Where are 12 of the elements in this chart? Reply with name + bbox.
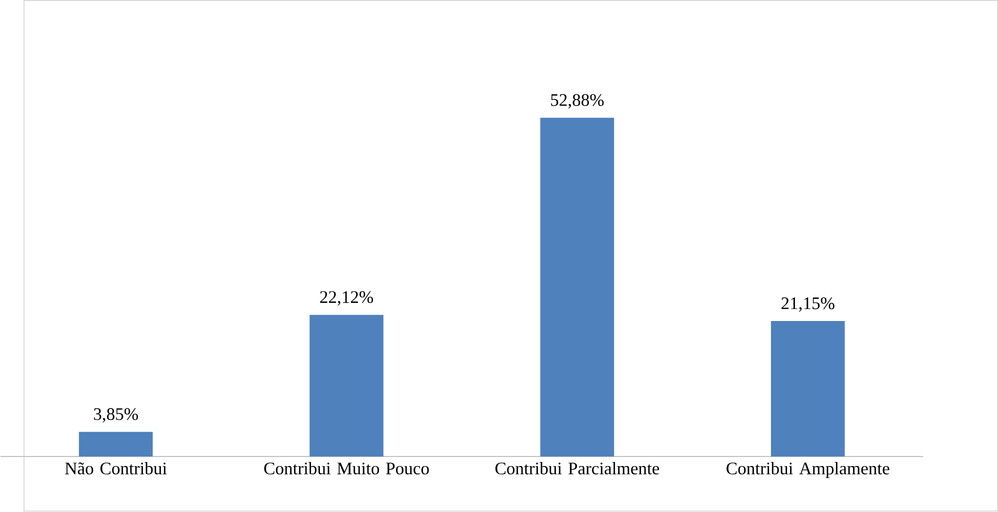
- x-tick-label: Não Contribui: [65, 462, 167, 475]
- data-label: 52,88%: [551, 94, 604, 109]
- bar: [78, 432, 153, 457]
- bar: [770, 321, 845, 457]
- x-tick-label: Contribui Muito Pouco: [264, 462, 429, 475]
- data-label: 22,12%: [320, 291, 373, 306]
- data-label: 21,15%: [782, 298, 834, 312]
- bar: [540, 118, 614, 457]
- x-tick-label: Contribui Parcialmente: [495, 462, 660, 475]
- data-label: 3,85%: [94, 408, 138, 423]
- bar: [310, 315, 384, 457]
- x-tick-label: Contribui Amplamente: [726, 462, 890, 478]
